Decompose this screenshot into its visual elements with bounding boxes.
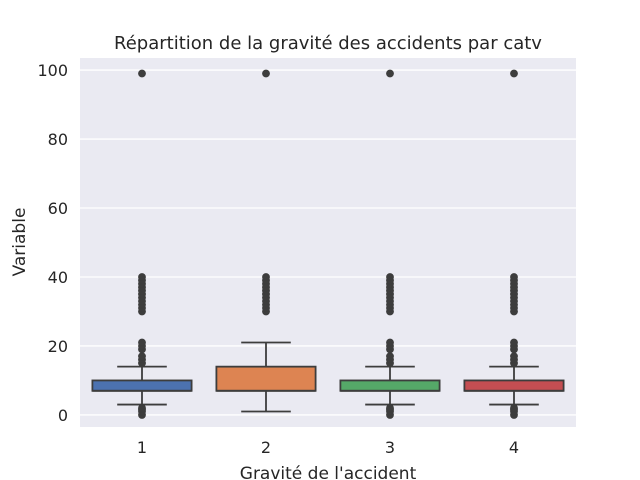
plot-area bbox=[80, 58, 576, 427]
outlier-point bbox=[138, 338, 146, 347]
outlier-point bbox=[138, 273, 146, 281]
outlier-point bbox=[510, 352, 518, 361]
y-tick-labels: 0 20 40 60 80 100 bbox=[37, 61, 68, 425]
box-group-4 bbox=[463, 69, 565, 419]
box-group-2 bbox=[215, 69, 317, 413]
y-tick-label: 60 bbox=[48, 199, 68, 218]
chart-title: Répartition de la gravité des accidents … bbox=[114, 33, 542, 54]
iqr-box bbox=[339, 379, 441, 392]
iqr-box bbox=[215, 365, 317, 392]
iqr-box bbox=[463, 379, 565, 392]
y-tick-label: 20 bbox=[48, 337, 68, 356]
box-series bbox=[91, 69, 565, 419]
x-tick-labels: 1 2 3 4 bbox=[137, 438, 519, 457]
outlier-point bbox=[138, 404, 146, 412]
y-gridlines bbox=[80, 69, 576, 416]
outlier-point bbox=[386, 69, 394, 78]
x-tick-label: 2 bbox=[261, 438, 271, 457]
box-group-3 bbox=[339, 69, 441, 419]
outlier-point bbox=[386, 352, 394, 361]
iqr-box bbox=[91, 379, 193, 392]
x-tick-label: 1 bbox=[137, 438, 147, 457]
outlier-point bbox=[138, 352, 146, 361]
outlier-point bbox=[510, 273, 518, 281]
outlier-point bbox=[262, 273, 270, 281]
x-tick-label: 4 bbox=[509, 438, 519, 457]
outlier-point bbox=[386, 338, 394, 347]
outlier-point bbox=[510, 69, 518, 78]
outlier-point bbox=[510, 338, 518, 347]
y-axis-label: Variable bbox=[10, 208, 30, 277]
x-axis-label: Gravité de l'accident bbox=[240, 464, 417, 480]
outlier-point bbox=[386, 404, 394, 412]
box-group-1 bbox=[91, 69, 193, 419]
outlier-point bbox=[138, 69, 146, 78]
outlier-point bbox=[510, 404, 518, 412]
outlier-point bbox=[262, 69, 270, 78]
y-tick-label: 80 bbox=[48, 130, 68, 149]
y-tick-label: 0 bbox=[58, 406, 68, 425]
y-tick-label: 40 bbox=[48, 268, 68, 287]
outlier-point bbox=[386, 273, 394, 281]
x-tick-label: 3 bbox=[385, 438, 395, 457]
y-tick-label: 100 bbox=[37, 61, 68, 80]
